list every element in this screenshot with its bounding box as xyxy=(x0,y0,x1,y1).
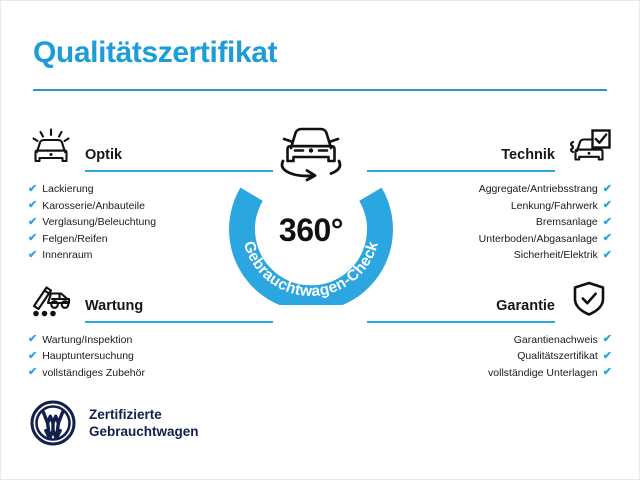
section-garantie: Garantie Garantienachweis ✔ Qualitätszert… xyxy=(367,279,612,382)
footer-text: Zertifizierte Gebrauchtwagen xyxy=(89,406,199,440)
list-item: Qualitätszertifikat ✔ xyxy=(397,348,612,365)
check-icon: ✔ xyxy=(28,349,38,362)
list-item-label: vollständige Unterlagen xyxy=(488,366,598,379)
list-item: ✔ Verglasung/Beleuchtung xyxy=(28,214,243,231)
list-item-label: Bremsanlage xyxy=(535,216,598,228)
list-item: vollständige Unterlagen ✔ xyxy=(397,365,612,382)
list-item: Lenkung/Fahrwerk ✔ xyxy=(397,198,612,215)
car-service-tool-icon xyxy=(28,279,74,319)
list-item: ✔ Innenraum xyxy=(28,247,243,264)
section-title: Garantie xyxy=(496,297,555,314)
list-item-label: Sicherheit/Elektrik xyxy=(513,249,598,261)
check-icon: ✔ xyxy=(28,182,38,195)
section-header: Technik xyxy=(367,128,612,172)
badge-ring xyxy=(229,187,393,305)
check-icon: ✔ xyxy=(602,182,612,195)
section-title: Technik xyxy=(501,147,555,163)
check-icon: ✔ xyxy=(602,366,612,379)
list-item-label: Verglasung/Beleuchtung xyxy=(42,216,157,228)
list-item: Bremsanlage ✔ xyxy=(397,214,612,231)
list-item: ✔ Hauptuntersuchung xyxy=(28,348,243,365)
shield-check-icon xyxy=(566,279,612,319)
section-header: Garantie xyxy=(367,279,612,323)
list-item: ✔ Felgen/Reifen xyxy=(28,231,243,248)
section-optik: Optik ✔ Lackierung ✔ Karosserie/Anbauteile… xyxy=(28,128,273,264)
check-icon: ✔ xyxy=(28,232,38,245)
title-divider xyxy=(33,89,607,91)
section-title: Wartung xyxy=(85,297,144,314)
badge-center-label: 360° xyxy=(278,212,344,248)
list-item-label: Unterboden/Abgasanlage xyxy=(478,232,598,245)
car-shine-icon xyxy=(28,128,74,168)
check-icon: ✔ xyxy=(28,215,38,228)
checklist: Garantienachweis ✔ Qualitätszertifikat ✔ v… xyxy=(397,332,612,382)
list-item-label: Innenraum xyxy=(42,249,93,261)
checklist: ✔ Wartung/Inspektion ✔ Hauptuntersuchung ✔… xyxy=(28,332,243,382)
check-icon: ✔ xyxy=(602,199,612,212)
list-item: Garantienachweis ✔ xyxy=(397,332,612,349)
list-item-label: Qualitätszertifikat xyxy=(517,350,598,362)
check-icon: ✔ xyxy=(28,199,38,212)
car-rotate-icon xyxy=(269,120,353,182)
check-icon: ✔ xyxy=(602,333,612,346)
list-item-label: Lackierung xyxy=(42,183,94,195)
section-divider xyxy=(367,170,555,172)
checklist: Aggregate/Antriebsstrang ✔ Lenkung/Fahrwe… xyxy=(397,181,612,264)
section-technik: Technik Aggregate/Antriebsstrang ✔ Lenkun… xyxy=(367,128,612,264)
list-item-label: Hauptuntersuchung xyxy=(42,350,134,362)
right-column: Technik Aggregate/Antriebsstrang ✔ Lenkun… xyxy=(367,128,612,382)
list-item-label: Wartung/Inspektion xyxy=(42,333,133,346)
page-title: Qualitätszertifikat xyxy=(33,36,278,69)
check-icon: ✔ xyxy=(28,333,38,346)
list-item: ✔ Karosserie/Anbauteile xyxy=(28,198,243,215)
check-icon: ✔ xyxy=(602,232,612,245)
list-item-label: Karosserie/Anbauteile xyxy=(42,199,145,212)
check-icon: ✔ xyxy=(28,248,38,261)
list-item: Unterboden/Abgasanlage ✔ xyxy=(397,231,612,248)
list-item-label: Garantienachweis xyxy=(513,333,598,346)
car-checkbox-icon xyxy=(566,128,612,168)
list-item: ✔ Lackierung xyxy=(28,181,243,198)
section-divider xyxy=(367,320,555,323)
list-item: ✔ vollständiges Zubehör xyxy=(28,365,243,382)
list-item-label: Aggregate/Antriebsstrang xyxy=(478,183,598,195)
check-icon: ✔ xyxy=(28,366,38,379)
check-icon: ✔ xyxy=(602,215,612,228)
list-item: Sicherheit/Elektrik ✔ xyxy=(397,247,612,264)
vw-logo-icon xyxy=(30,400,76,446)
check-icon: ✔ xyxy=(602,248,612,261)
section-wartung: Wartung ✔ Wartung/Inspektion ✔ Hauptunters… xyxy=(28,279,273,382)
list-item-label: Lenkung/Fahrwerk xyxy=(510,199,598,212)
check-icon: ✔ xyxy=(602,349,612,362)
section-header: Optik xyxy=(28,128,273,172)
list-item: ✔ Wartung/Inspektion xyxy=(28,332,243,349)
vw-footer-logo: Zertifizierte Gebrauchtwagen xyxy=(30,400,199,446)
section-header: Wartung xyxy=(28,279,273,323)
section-divider xyxy=(85,320,273,323)
footer-line-2: Gebrauchtwagen xyxy=(89,424,199,439)
badge-360-check: Gebrauchtwagen-Check xyxy=(221,127,401,305)
left-column: Optik ✔ Lackierung ✔ Karosserie/Anbauteile… xyxy=(28,128,273,382)
section-title: Optik xyxy=(85,147,123,163)
footer-line-1: Zertifizierte xyxy=(89,407,162,422)
checklist: ✔ Lackierung ✔ Karosserie/Anbauteile ✔ Verg… xyxy=(28,181,243,264)
list-item: Aggregate/Antriebsstrang ✔ xyxy=(397,181,612,198)
list-item-label: vollständiges Zubehör xyxy=(42,366,145,379)
section-divider xyxy=(85,170,273,172)
list-item-label: Felgen/Reifen xyxy=(42,232,108,245)
